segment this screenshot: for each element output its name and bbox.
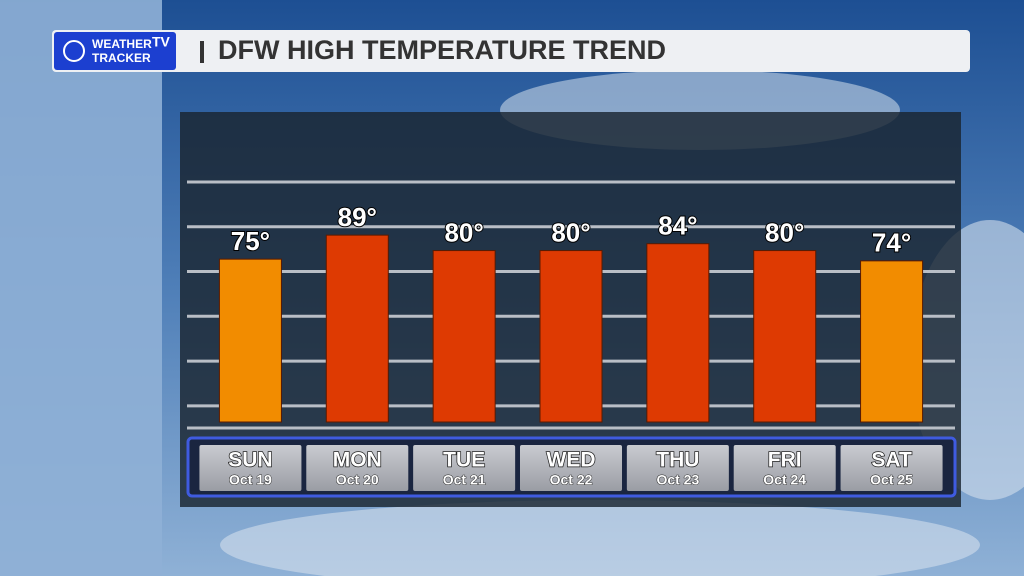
x-tick-label: TUE xyxy=(443,449,485,472)
date-label: Oct 25 xyxy=(870,472,913,488)
day-button xyxy=(840,445,943,491)
day-button xyxy=(306,445,409,491)
day-button xyxy=(733,445,836,491)
bar xyxy=(753,250,817,423)
date-label: Oct 19 xyxy=(229,472,272,488)
value-label: 89° xyxy=(338,202,377,232)
bar xyxy=(325,234,389,423)
day-button xyxy=(520,445,622,491)
x-tick-label: SUN xyxy=(228,449,272,472)
date-label: Oct 22 xyxy=(550,472,593,488)
x-tick-label: SAT xyxy=(871,449,912,472)
chart-title: DFW HIGH TEMPERATURE TREND xyxy=(218,35,666,65)
date-label: Oct 20 xyxy=(336,472,379,488)
date-label: Oct 21 xyxy=(443,472,486,488)
day-button xyxy=(199,445,302,491)
side-panel xyxy=(0,0,162,576)
x-tick-label: MON xyxy=(333,449,382,472)
separator xyxy=(200,41,204,63)
value-label: 80° xyxy=(765,217,804,247)
x-tick-label: FRI xyxy=(768,449,802,472)
value-label: 84° xyxy=(658,211,697,241)
date-label: Oct 23 xyxy=(656,472,699,488)
bar xyxy=(432,250,496,423)
logo-text: TRACKER xyxy=(92,51,151,65)
value-label: 80° xyxy=(551,217,590,247)
logo-icon xyxy=(63,40,85,62)
bar xyxy=(646,243,710,423)
bar xyxy=(218,258,282,423)
day-button xyxy=(626,445,729,491)
x-tick-label: THU xyxy=(656,449,699,472)
value-label: 80° xyxy=(444,217,483,247)
cloud xyxy=(220,500,980,576)
bar xyxy=(539,250,603,423)
logo-badge: TV xyxy=(152,34,171,50)
title-bar xyxy=(52,30,970,72)
date-label: Oct 24 xyxy=(763,472,806,488)
logo xyxy=(54,32,176,70)
value-label: 75° xyxy=(231,226,270,256)
day-button xyxy=(413,445,516,491)
logo-text: WEATHER xyxy=(92,37,152,51)
x-tick-label: WED xyxy=(547,449,596,472)
bar xyxy=(860,260,924,423)
value-label: 74° xyxy=(872,228,911,258)
